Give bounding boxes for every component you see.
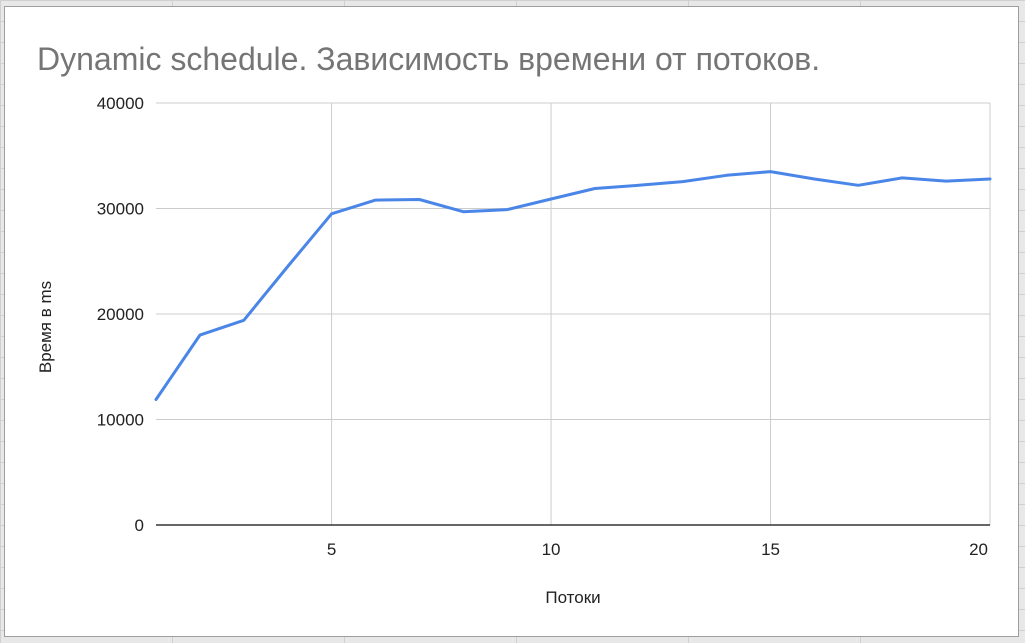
x-tick-label: 5 [327, 540, 336, 559]
y-tick-label: 10000 [97, 411, 144, 430]
x-tick-label: 20 [969, 540, 988, 559]
y-tick-label: 20000 [97, 305, 144, 324]
y-tick-label: 30000 [97, 200, 144, 219]
x-tick-label: 10 [542, 540, 561, 559]
tick-labels: 0 10000 20000 30000 40000 5 10 15 20 [97, 94, 988, 559]
y-axis-label: Время в ms [36, 281, 55, 373]
y-tick-label: 40000 [97, 94, 144, 113]
series-line[interactable] [154, 170, 992, 401]
chart-card[interactable]: Dynamic schedule. Зависимость времени от… [4, 6, 1019, 637]
grid-lines [156, 102, 991, 525]
x-axis-label: Потоки [545, 588, 600, 607]
chart-title: Dynamic schedule. Зависимость времени от… [37, 41, 821, 77]
series-lines [154, 170, 992, 401]
y-tick-label: 0 [135, 516, 144, 535]
x-tick-label: 15 [761, 540, 780, 559]
